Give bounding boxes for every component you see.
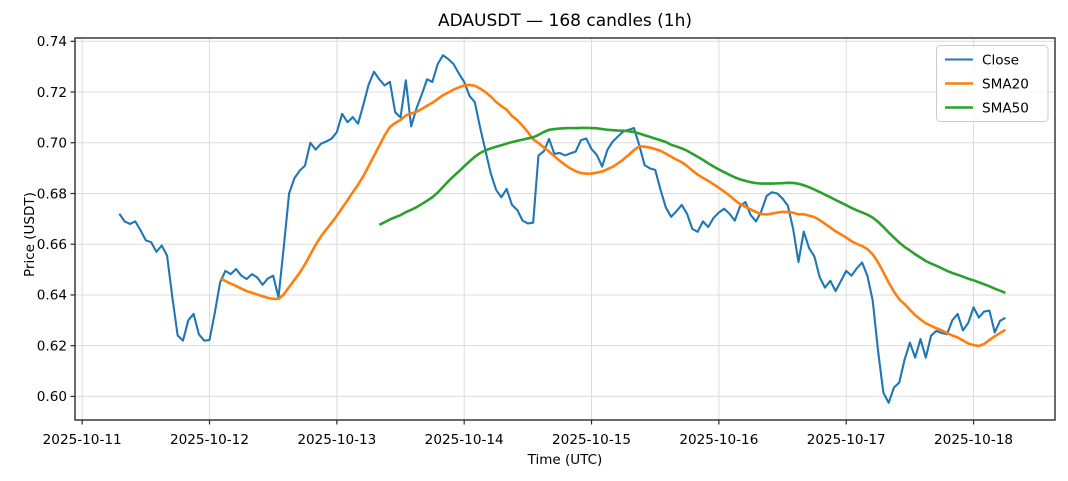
x-tick-label: 2025-10-11 [43, 432, 122, 448]
chart-title: ADAUSDT — 168 candles (1h) [437, 11, 693, 31]
x-tick-label: 2025-10-13 [297, 432, 376, 448]
x-tick-label: 2025-10-18 [934, 432, 1013, 448]
legend: Close SMA20 SMA50 [936, 45, 1049, 122]
y-tick-label: 0.64 [37, 288, 67, 304]
sma50-line [378, 126, 1006, 295]
legend-box [936, 45, 1049, 122]
close-line [118, 54, 1006, 404]
series-lines [118, 54, 1007, 404]
y-tick-label: 0.72 [37, 85, 67, 101]
sma20-line [219, 83, 1007, 348]
x-tick-label: 2025-10-17 [807, 432, 886, 448]
y-tick-label: 0.66 [37, 237, 67, 253]
grid-lines [75, 38, 1055, 420]
x-tick-label: 2025-10-16 [679, 432, 758, 448]
legend-label-sma20: SMA20 [982, 76, 1029, 92]
x-axis: 2025-10-11 2025-10-12 2025-10-13 2025-10-14… [43, 420, 1013, 448]
y-axis: 0.60 0.62 0.64 0.66 0.68 0.70 0.72 0.74 [37, 34, 75, 405]
x-tick-label: 2025-10-15 [552, 432, 631, 448]
y-tick-label: 0.62 [37, 338, 67, 354]
legend-label-close: Close [982, 52, 1019, 68]
x-tick-label: 2025-10-14 [425, 432, 504, 448]
legend-label-sma50: SMA50 [982, 100, 1029, 116]
x-axis-label: Time (UTC) [527, 452, 603, 468]
x-tick-label: 2025-10-12 [170, 432, 249, 448]
legend-item-close: Close [945, 52, 1019, 68]
legend-item-sma20: SMA20 [945, 76, 1029, 92]
y-tick-label: 0.70 [37, 136, 67, 152]
y-tick-label: 0.68 [37, 186, 67, 202]
y-tick-label: 0.60 [37, 389, 67, 405]
y-tick-label: 0.74 [37, 34, 67, 50]
plot-border [74, 37, 1056, 421]
legend-item-sma50: SMA50 [945, 100, 1029, 116]
